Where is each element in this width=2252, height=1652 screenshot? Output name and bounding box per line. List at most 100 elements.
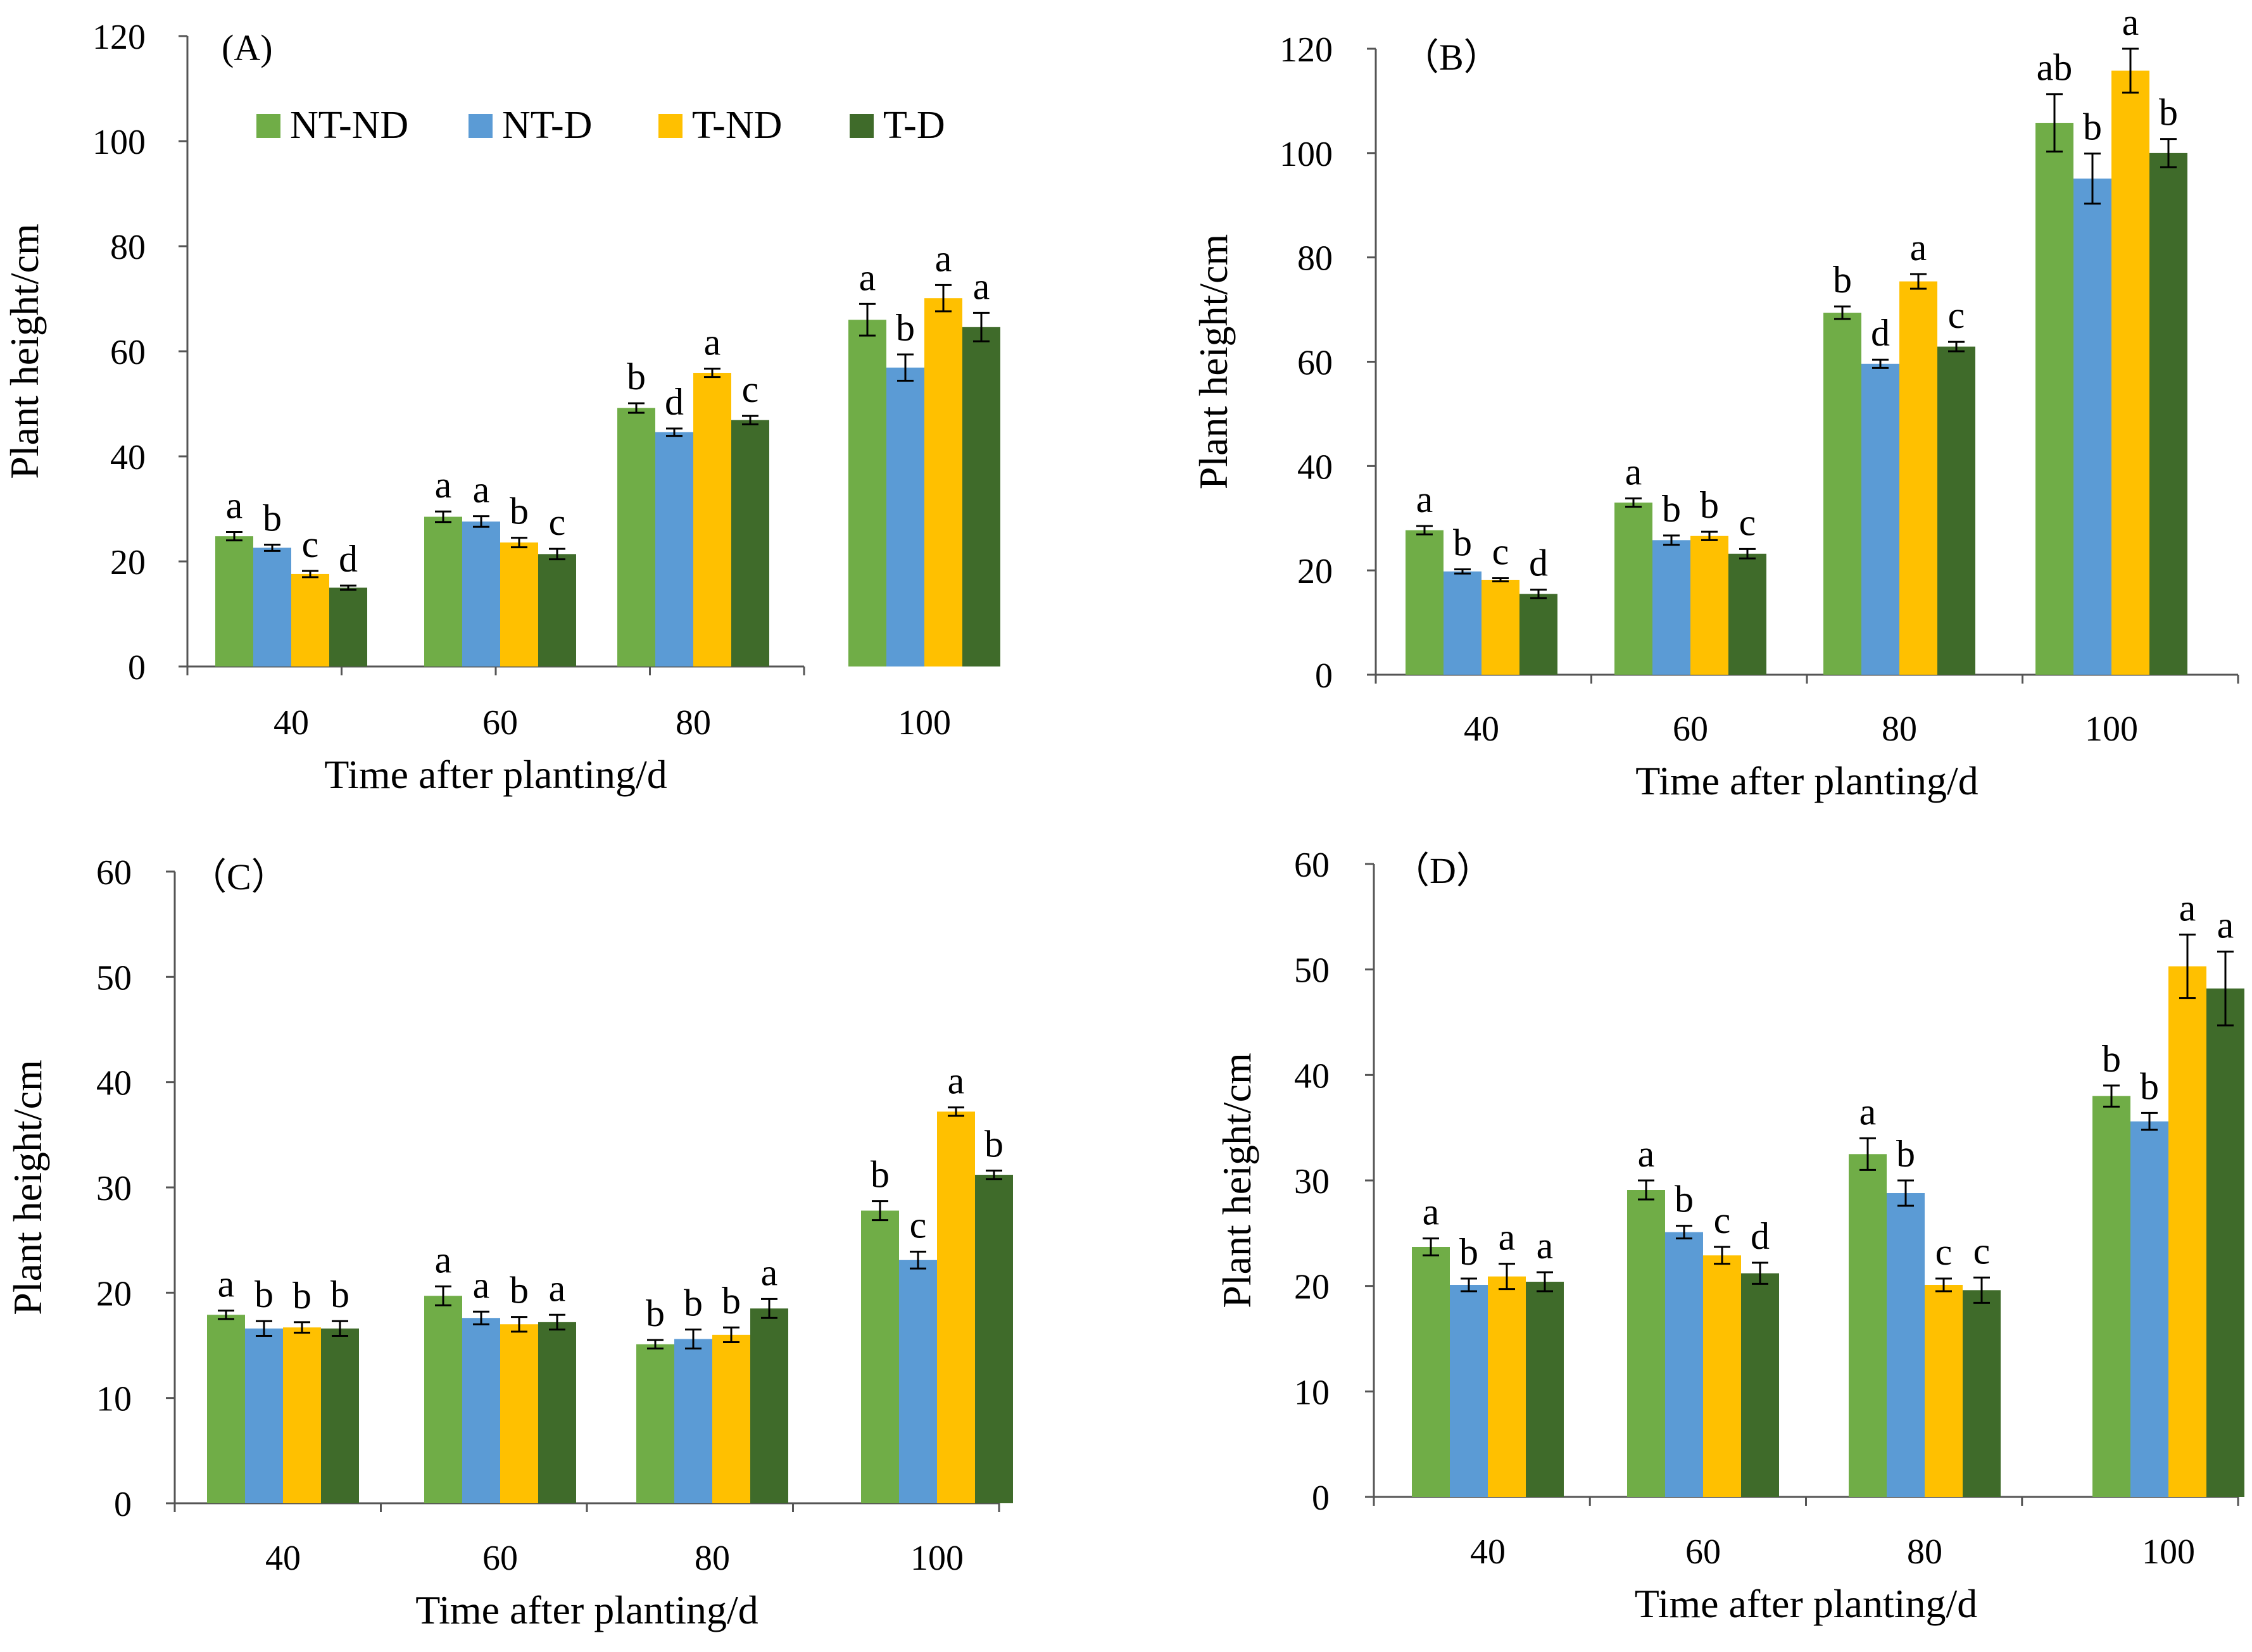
significance-letter: b [2102, 1038, 2121, 1080]
y-tick-label: 0 [1315, 656, 1333, 696]
significance-letter: a [1499, 1217, 1516, 1258]
bar-nt-d-40 [245, 1328, 283, 1503]
significance-letter: b [684, 1282, 703, 1324]
significance-letter: c [549, 501, 566, 543]
legend-label: T-D [883, 104, 945, 147]
y-tick-label: 20 [1294, 1268, 1330, 1307]
significance-letter: a [2122, 1, 2139, 43]
significance-letter: c [910, 1204, 927, 1246]
bar-t-nd-40 [1488, 1276, 1526, 1497]
bar-t-d-80 [1937, 346, 1975, 675]
bar-t-d-100 [2206, 988, 2244, 1497]
x-tick-label: 80 [1907, 1532, 1942, 1572]
significance-letter: a [973, 265, 990, 307]
significance-letter: d [1871, 312, 1890, 354]
significance-letter: b [1675, 1179, 1694, 1220]
bar-nt-d-40 [1444, 571, 1481, 675]
bar-t-nd-40 [1481, 580, 1519, 675]
x-axis-title: Time after planting/d [1635, 1581, 1978, 1626]
x-tick-label: 100 [910, 1539, 964, 1578]
significance-letter: d [665, 381, 684, 423]
x-tick-label: 100 [2085, 710, 2138, 749]
x-axis-title: Time after planting/d [1635, 758, 1978, 803]
bar-t-nd-80 [693, 373, 731, 666]
y-tick-label: 60 [1294, 846, 1330, 885]
x-tick-label: 60 [482, 1539, 518, 1578]
significance-letter: b [255, 1273, 274, 1315]
x-tick-label: 80 [695, 1539, 730, 1578]
significance-letter: a [761, 1251, 778, 1293]
y-axis-title: Plant height/cm [1191, 234, 1236, 490]
significance-letter: b [1833, 259, 1852, 301]
significance-letter: a [1638, 1133, 1655, 1175]
significance-letter: a [2179, 887, 2196, 929]
significance-letter: a [435, 464, 452, 506]
y-tick-label: 120 [92, 18, 146, 57]
bar-t-d-40 [329, 587, 367, 666]
y-tick-label: 60 [110, 333, 146, 372]
significance-letter: b [2083, 106, 2102, 148]
bar-nt-nd-60 [1627, 1190, 1665, 1497]
x-tick-label: 40 [274, 703, 309, 742]
significance-letter: b [263, 497, 282, 539]
y-tick-label: 80 [110, 228, 146, 267]
y-tick-label: 40 [1294, 1056, 1330, 1096]
x-tick-label: 100 [898, 703, 951, 742]
significance-letter: b [1459, 1231, 1478, 1273]
significance-letter: a [704, 321, 721, 363]
bar-t-nd-80 [712, 1334, 750, 1503]
x-tick-label: 60 [482, 703, 518, 742]
bar-t-d-40 [1526, 1282, 1564, 1497]
bar-t-nd-100 [2168, 966, 2206, 1497]
y-tick-label: 30 [96, 1169, 132, 1208]
y-tick-label: 100 [92, 123, 146, 162]
significance-letter: b [510, 491, 529, 532]
panel-label: （B） [1402, 37, 1500, 78]
x-tick-label: 40 [1464, 710, 1499, 749]
bar-nt-nd-100 [861, 1210, 899, 1503]
bar-nt-d-60 [462, 521, 500, 666]
bar-nt-nd-100 [2092, 1096, 2130, 1497]
bar-nt-d-100 [886, 367, 924, 666]
x-tick-label: 60 [1673, 710, 1708, 749]
x-tick-label: 40 [265, 1539, 301, 1578]
significance-letter: c [1935, 1231, 1953, 1273]
bar-nt-d-60 [462, 1318, 500, 1503]
legend: NT-ND NT-D T-ND T-D [256, 104, 945, 147]
significance-letter: a [1423, 1191, 1440, 1233]
significance-letter: b [984, 1123, 1003, 1165]
panel-label: （C） [190, 856, 288, 898]
significance-letter: d [1751, 1215, 1770, 1257]
significance-letter: b [1662, 488, 1681, 530]
significance-letter: b [896, 307, 915, 349]
bar-t-d-80 [750, 1308, 788, 1503]
significance-letter: d [1529, 542, 1548, 584]
significance-letter: b [627, 356, 646, 397]
significance-letter: a [948, 1060, 965, 1102]
y-tick-label: 60 [1297, 344, 1333, 383]
significance-letter: b [646, 1292, 665, 1334]
bar-t-d-60 [1741, 1273, 1779, 1497]
y-tick-label: 100 [1280, 135, 1333, 174]
bar-nt-nd-100 [848, 320, 886, 666]
significance-letter: a [218, 1263, 235, 1305]
bar-t-nd-80 [1925, 1285, 1963, 1497]
bar-t-nd-60 [500, 542, 538, 666]
significance-letter: b [1700, 484, 1719, 526]
bar-nt-d-80 [674, 1339, 712, 1503]
significance-letter: ab [2037, 47, 2073, 89]
x-tick-label: 80 [676, 703, 711, 742]
y-tick-label: 30 [1294, 1162, 1330, 1201]
bar-nt-d-80 [1887, 1193, 1925, 1497]
bar-nt-nd-60 [424, 516, 462, 666]
significance-letter: b [722, 1280, 741, 1322]
legend-swatch-nt-nd [256, 114, 280, 138]
significance-letter: c [742, 368, 759, 410]
bar-nt-nd-80 [617, 408, 655, 666]
y-tick-label: 50 [96, 958, 132, 998]
bar-t-d-40 [321, 1328, 359, 1503]
y-tick-label: 0 [114, 1485, 132, 1524]
